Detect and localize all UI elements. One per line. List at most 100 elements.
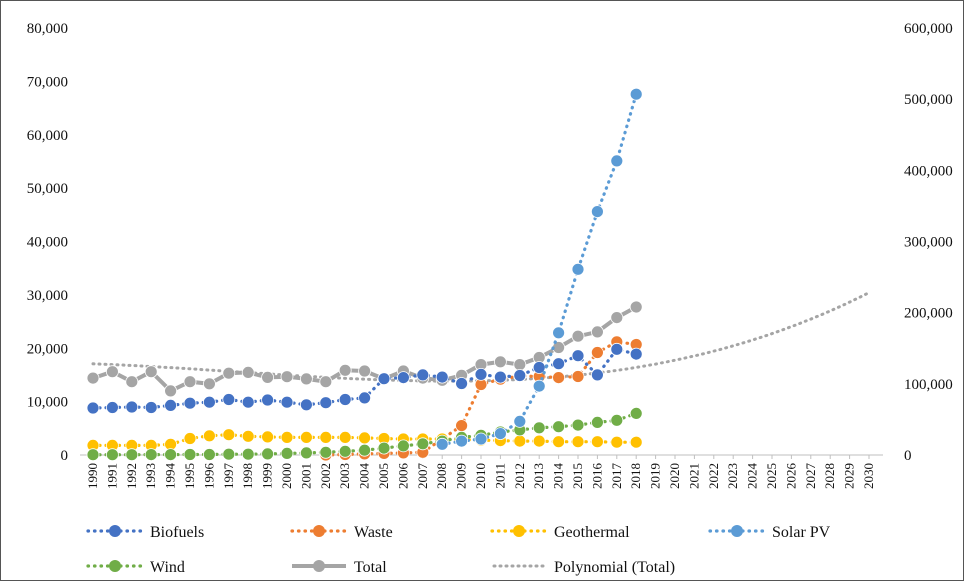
legend-swatch-marker	[313, 525, 325, 537]
legend-swatch-marker	[109, 525, 121, 537]
data-point-biofuels	[183, 396, 197, 410]
data-point-total	[629, 300, 643, 314]
data-point-geothermal	[358, 431, 372, 445]
x-tick-label: 1990	[85, 463, 100, 489]
data-point-biofuels	[86, 401, 100, 415]
y-tick-label: 50,000	[27, 181, 68, 197]
data-point-solar-pv	[532, 379, 546, 393]
legend-item-total: Total	[292, 559, 387, 576]
x-tick-label: 2029	[842, 463, 857, 489]
data-point-wind	[125, 448, 139, 462]
x-tick-label: 2012	[512, 463, 527, 489]
x-tick-label: 1992	[124, 463, 139, 489]
data-point-total	[358, 364, 372, 378]
data-point-wind	[396, 439, 410, 453]
data-point-geothermal	[222, 428, 236, 442]
data-point-biofuels	[338, 393, 352, 406]
x-tick-label: 2030	[861, 463, 876, 489]
data-point-biofuels	[571, 349, 585, 363]
x-tick-label: 2027	[803, 463, 818, 490]
data-point-biofuels	[202, 395, 216, 409]
data-point-total	[610, 311, 624, 325]
legend-label: Geothermal	[554, 524, 630, 541]
legend-item-geothermal: Geothermal	[490, 524, 630, 541]
data-point-biofuels	[591, 368, 604, 382]
legend-label: Waste	[354, 524, 393, 541]
x-tick-label: 2003	[337, 463, 352, 489]
data-point-geothermal	[183, 432, 197, 445]
data-point-biofuels	[319, 396, 333, 410]
y-tick-label: 40,000	[27, 235, 68, 251]
data-point-biofuels	[377, 372, 391, 386]
x-tick-label: 1991	[104, 463, 119, 489]
data-point-biofuels	[493, 370, 507, 384]
x-tick-label: 2005	[376, 463, 391, 489]
data-point-wind	[610, 413, 624, 427]
x-tick-label: 2021	[686, 463, 701, 489]
legend-label: Wind	[150, 559, 185, 576]
x-tick-label: 2002	[318, 463, 333, 489]
data-point-waste	[455, 419, 469, 433]
x-tick-label: 2019	[648, 463, 663, 489]
data-point-solar-pv	[435, 437, 449, 451]
data-point-biofuels	[261, 393, 275, 407]
y-axis-left: 0 10,000 20,000 30,000 40,000 50,000 60,000 70,…	[27, 21, 68, 464]
data-point-wind	[319, 445, 333, 459]
data-point-geothermal	[261, 430, 275, 444]
x-tick-label: 2023	[725, 463, 740, 489]
x-tick-label: 1998	[240, 463, 255, 489]
data-point-total	[299, 372, 313, 386]
data-point-wind	[299, 446, 313, 460]
data-point-total	[591, 325, 604, 339]
data-point-biofuels	[610, 342, 624, 356]
x-tick-label: 2001	[298, 463, 313, 489]
data-point-waste	[552, 371, 565, 385]
data-point-solar-pv	[610, 154, 624, 168]
y2-tick-label: 500,000	[904, 92, 953, 108]
x-tick-label: 2009	[454, 463, 469, 489]
data-point-biofuels	[299, 398, 313, 412]
y2-tick-label: 0	[904, 448, 912, 464]
data-point-solar-pv	[591, 205, 604, 219]
data-point-solar-pv	[493, 427, 507, 441]
x-tick-label: 2008	[434, 463, 449, 489]
data-point-biofuels	[241, 395, 255, 409]
y-axis-right: 0 100,000 200,000 300,000 400,000 500,000 600,…	[904, 21, 953, 464]
data-point-wind	[164, 448, 178, 462]
x-tick-label: 2007	[415, 463, 430, 490]
data-point-total	[202, 377, 216, 391]
data-point-biofuels	[144, 401, 158, 414]
data-point-wind	[86, 448, 100, 462]
data-point-total	[571, 329, 585, 343]
legend-swatch-marker	[731, 525, 743, 537]
data-point-waste	[571, 370, 585, 383]
x-tick-label: 2015	[570, 463, 585, 489]
y-tick-label: 80,000	[27, 21, 68, 37]
data-point-geothermal	[532, 434, 546, 448]
data-point-total	[222, 366, 236, 380]
x-tick-label: 2014	[551, 463, 566, 490]
x-tick-label: 2022	[706, 463, 721, 489]
legend-item-polynomial-total-: Polynomial (Total)	[492, 559, 675, 576]
data-point-total	[319, 375, 333, 389]
data-point-wind	[591, 415, 604, 429]
data-point-total	[241, 365, 255, 379]
x-tick-label: 1995	[182, 463, 197, 489]
data-point-solar-pv	[474, 432, 488, 446]
data-point-wind	[222, 447, 236, 461]
data-point-geothermal	[202, 429, 216, 443]
data-point-total	[125, 375, 139, 389]
data-point-biofuels	[164, 398, 178, 412]
data-point-biofuels	[629, 347, 643, 361]
y-tick-label: 30,000	[27, 288, 68, 304]
x-tick-label: 2020	[667, 463, 682, 489]
legend-swatch-marker	[109, 560, 121, 572]
legend-swatch-marker	[513, 525, 525, 537]
x-tick-label: 2011	[492, 463, 507, 489]
data-point-solar-pv	[629, 87, 643, 101]
legend-label: Total	[354, 559, 387, 576]
legend-item-waste: Waste	[290, 524, 393, 541]
data-point-wind	[144, 448, 158, 462]
data-point-total	[183, 375, 197, 389]
data-point-biofuels	[358, 391, 372, 405]
